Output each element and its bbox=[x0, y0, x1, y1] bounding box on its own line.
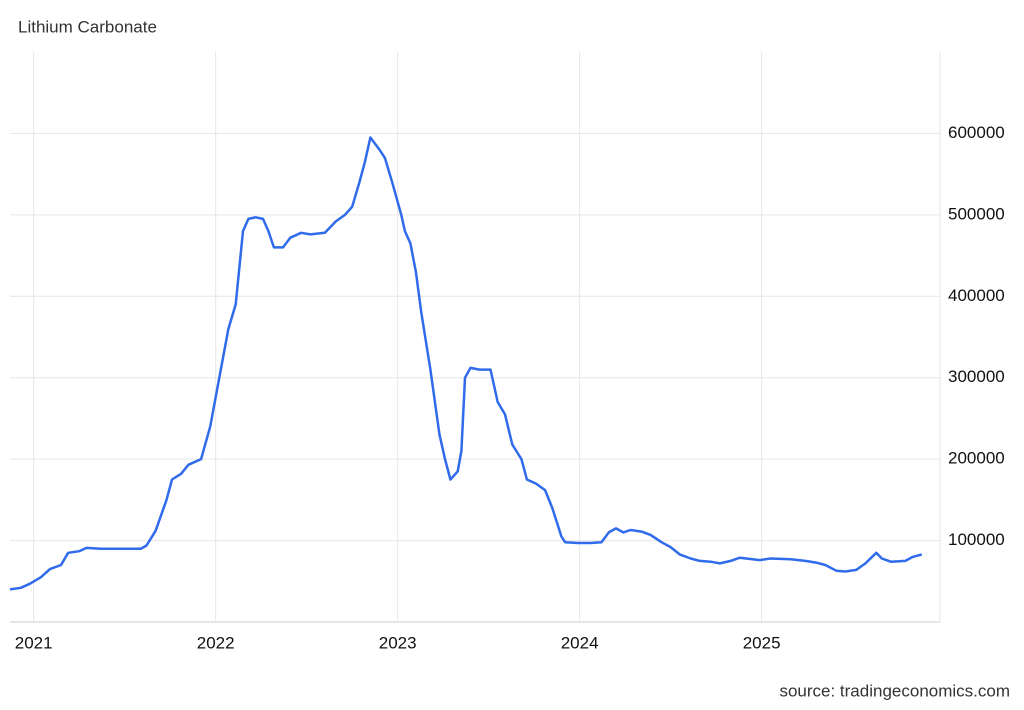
y-tick-label: 300000 bbox=[948, 367, 1005, 386]
y-tick-label: 500000 bbox=[948, 204, 1005, 223]
x-tick-label: 2022 bbox=[197, 633, 235, 652]
chart-title: Lithium Carbonate bbox=[18, 17, 157, 36]
x-tick-label: 2024 bbox=[561, 633, 599, 652]
y-tick-label: 600000 bbox=[948, 123, 1005, 142]
data-line bbox=[9, 136, 923, 591]
x-tick-label: 2023 bbox=[379, 633, 417, 652]
x-tick-label: 2021 bbox=[15, 633, 53, 652]
source: source: tradingeconomics.com bbox=[779, 681, 1010, 700]
x-tick-label: 2025 bbox=[743, 633, 781, 652]
y-tick-label: 100000 bbox=[948, 530, 1005, 549]
y-tick-label: 200000 bbox=[948, 449, 1005, 468]
y-tick-label: 400000 bbox=[948, 286, 1005, 305]
